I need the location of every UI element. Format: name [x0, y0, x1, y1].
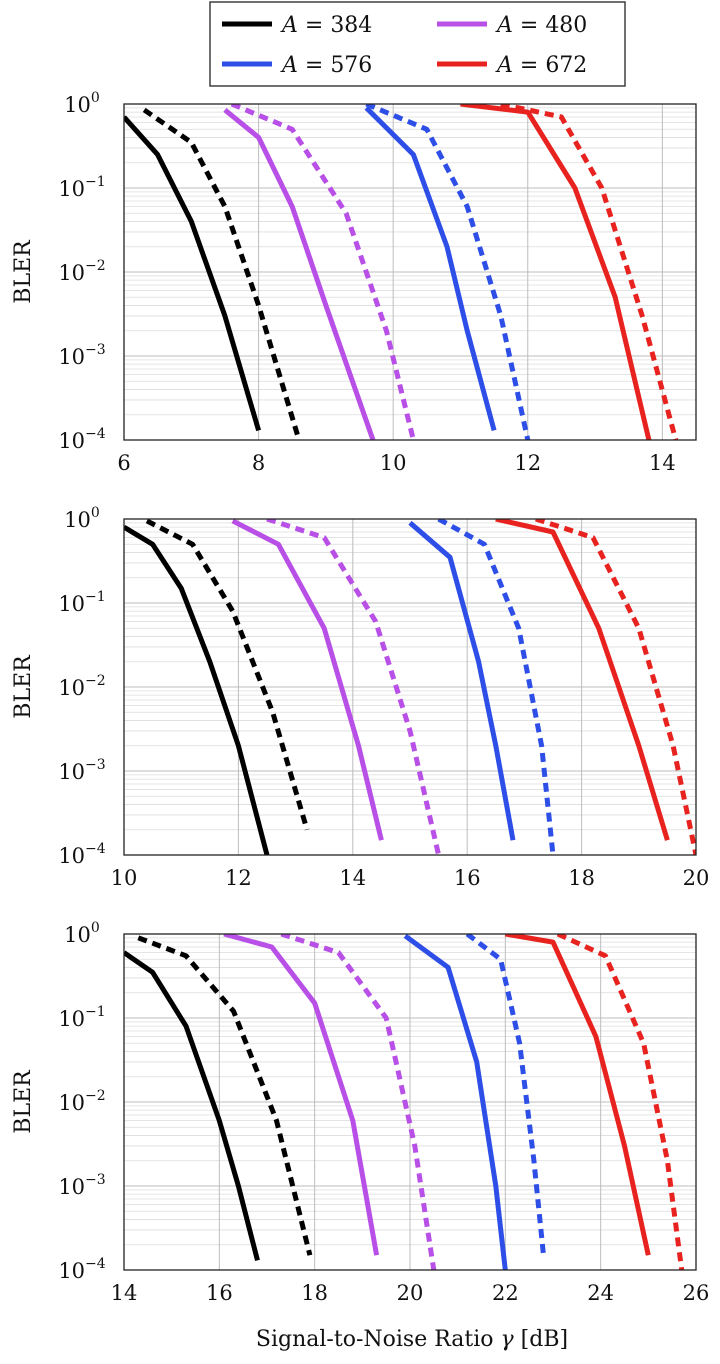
x-tick-label: 26	[683, 1281, 710, 1305]
series-line-4-dashed	[230, 104, 416, 440]
series-line-5-solid	[364, 106, 497, 432]
x-tick-label: 20	[683, 866, 710, 890]
series-line-7-solid	[460, 104, 652, 440]
legend: A = 384 A = 480 A = 576 A = 672	[209, 1, 626, 87]
series-line-8-dashed	[535, 519, 696, 855]
x-axis-label: Signal-to-Noise Ratio γ [dB]	[256, 1327, 568, 1352]
series-line-4-dashed	[266, 519, 442, 855]
legend-entry-label: A = 384	[280, 13, 372, 38]
y-tick-label: 10−3	[58, 757, 105, 784]
grid	[124, 934, 696, 1270]
series-line-3-solid	[231, 519, 384, 841]
x-tick-label: 18	[568, 866, 595, 890]
series-line-2-dashed	[142, 107, 302, 440]
y-tick-label: 10−2	[58, 258, 105, 285]
series-line-7-solid	[495, 519, 670, 841]
x-tick-label: 22	[492, 1281, 519, 1305]
x-tick-label: 8	[252, 451, 265, 475]
y-axis-label: BLER	[11, 654, 36, 719]
y-tick-label: 10−4	[58, 841, 105, 868]
series-group	[124, 104, 679, 440]
x-axis-label-symbol: γ	[501, 1327, 515, 1352]
x-tick-label: 12	[225, 866, 252, 890]
series-line-3-solid	[223, 934, 380, 1256]
series-line-1-solid	[124, 115, 261, 432]
y-axis-label: BLER	[11, 1069, 36, 1134]
series-line-5-solid	[403, 934, 508, 1270]
y-tick-label: 100	[64, 505, 100, 532]
legend-box	[209, 1, 626, 87]
series-line-1-solid	[124, 950, 260, 1262]
y-tick-label: 100	[64, 920, 100, 947]
y-tick-label: 10−2	[58, 1088, 105, 1115]
series-line-1-solid	[124, 524, 270, 855]
x-tick-label: 14	[649, 451, 676, 475]
series-group	[124, 934, 685, 1270]
x-tick-label: 24	[587, 1281, 614, 1305]
x-tick-label: 18	[301, 1281, 328, 1305]
x-tick-label: 14	[111, 1281, 138, 1305]
x-tick-label: 14	[339, 866, 366, 890]
series-group	[124, 519, 696, 855]
x-tick-label: 12	[514, 451, 541, 475]
x-axis-label-text: Signal-to-Noise Ratio	[256, 1327, 494, 1352]
series-line-8-dashed	[500, 104, 679, 440]
plot-frame	[123, 518, 697, 856]
legend-entry-label: A = 672	[495, 53, 587, 78]
y-tick-label: 10−3	[58, 342, 105, 369]
y-tick-label: 10−1	[58, 1004, 105, 1031]
grid	[124, 104, 696, 440]
legend-entry-label: A = 576	[280, 53, 372, 78]
series-line-5-solid	[408, 520, 516, 841]
chart-panel-2: 10 12 14 16 18 20 10−4 10−3 10−2 10−1 100 BLER	[11, 505, 709, 890]
series-line-2-dashed	[137, 935, 313, 1256]
y-tick-label: 10−1	[58, 589, 105, 616]
series-line-8-dashed	[556, 934, 685, 1270]
chart-panel-1: 6 8 10 12 14 10−4 10−3 10−2 10−1 100 BLER	[11, 90, 697, 475]
series-line-3-solid	[223, 107, 376, 440]
y-tick-label: 10−4	[58, 1256, 105, 1283]
series-line-2-dashed	[145, 519, 310, 831]
y-tick-label: 10−2	[58, 673, 105, 700]
legend-entry-label: A = 480	[495, 13, 587, 38]
series-line-6-dashed	[365, 104, 531, 440]
x-tick-label: 10	[380, 451, 407, 475]
plot-frame	[123, 103, 697, 441]
x-axis-label-unit: [dB]	[521, 1327, 568, 1352]
x-tick-label: 20	[397, 1281, 424, 1305]
y-tick-label: 10−1	[58, 174, 105, 201]
x-tick-label: 16	[206, 1281, 233, 1305]
chart-panel-3: 14 16 18 20 22 24 26 10−4 10−3 10−2 10−1 100 BLER	[11, 920, 709, 1305]
x-tick-label: 16	[454, 866, 481, 890]
series-line-7-solid	[504, 934, 651, 1256]
y-tick-label: 100	[64, 90, 100, 117]
series-line-6-dashed	[465, 934, 546, 1256]
series-line-6-dashed	[437, 519, 556, 855]
y-axis-label: BLER	[11, 239, 36, 304]
y-tick-label: 10−3	[58, 1172, 105, 1199]
x-tick-label: 10	[111, 866, 138, 890]
plot-frame	[123, 933, 697, 1271]
x-tick-label: 6	[117, 451, 130, 475]
y-tick-label: 10−4	[58, 426, 105, 453]
series-line-4-dashed	[280, 934, 437, 1270]
